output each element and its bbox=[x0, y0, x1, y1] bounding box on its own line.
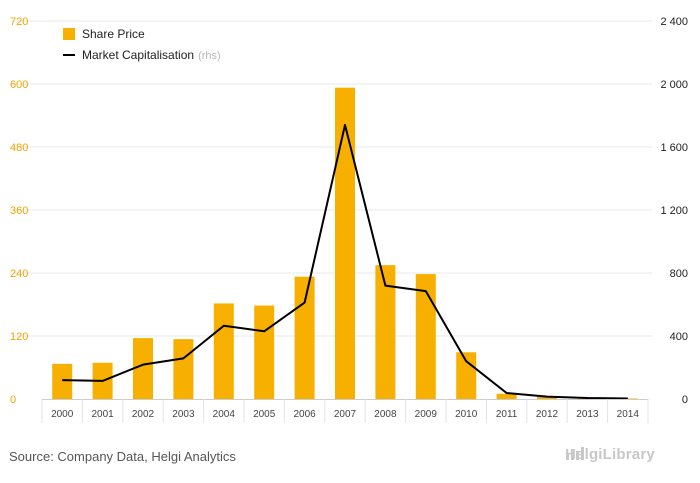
x-tick-label: 2009 bbox=[415, 409, 438, 420]
bar bbox=[375, 265, 396, 399]
market-cap-line bbox=[62, 123, 628, 400]
left-tick-label: 240 bbox=[10, 268, 28, 280]
left-tick-label: 600 bbox=[10, 79, 28, 91]
x-tick-label: 2000 bbox=[51, 409, 74, 420]
x-tick-label: 2006 bbox=[293, 409, 316, 420]
left-tick-label: 360 bbox=[10, 205, 28, 217]
legend: Share Price Market Capitalisation (rhs) bbox=[63, 27, 221, 62]
brand-logo: HelgiLibrary bbox=[565, 446, 655, 463]
x-tick-label: 2014 bbox=[617, 409, 640, 420]
brand-name: HelgiLibrary bbox=[565, 446, 655, 463]
x-tick-label: 2010 bbox=[455, 409, 478, 420]
x-tick-label: 2012 bbox=[536, 409, 559, 420]
bar bbox=[52, 363, 73, 399]
legend-label-share-price: Share Price bbox=[82, 27, 145, 41]
right-tick-label: 800 bbox=[670, 268, 688, 280]
right-tick-label: 2 000 bbox=[660, 79, 688, 91]
x-tick-label: 2003 bbox=[172, 409, 195, 420]
bar bbox=[173, 339, 194, 399]
source-note: Source: Company Data, Helgi Analytics bbox=[9, 449, 236, 464]
line-layer bbox=[62, 123, 628, 400]
bar bbox=[415, 274, 436, 399]
left-tick-label: 480 bbox=[10, 142, 28, 154]
x-tick-label: 2001 bbox=[91, 409, 114, 420]
right-tick-label: 1 600 bbox=[660, 142, 688, 154]
right-tick-label: 400 bbox=[670, 331, 688, 343]
bar-layer bbox=[52, 87, 638, 400]
left-tick-label: 720 bbox=[10, 16, 28, 28]
x-tick-label: 2013 bbox=[576, 409, 599, 420]
x-tick-label: 2007 bbox=[334, 409, 357, 420]
bar bbox=[617, 398, 638, 399]
right-tick-label: 1 200 bbox=[660, 205, 688, 217]
bar bbox=[133, 338, 153, 399]
legend-label-market-cap: Market Capitalisation bbox=[82, 48, 194, 62]
bar-chart-icon bbox=[566, 447, 584, 460]
bar bbox=[254, 305, 275, 399]
x-tick-label: 2008 bbox=[374, 409, 397, 420]
right-tick-label: 2 400 bbox=[660, 16, 688, 28]
bar bbox=[294, 276, 315, 399]
right-tick-label: 0 bbox=[682, 394, 688, 406]
legend-swatch-share-price bbox=[63, 28, 75, 40]
x-tick-label: 2005 bbox=[253, 409, 276, 420]
bar bbox=[335, 87, 355, 400]
legend-rhs-note: (rhs) bbox=[198, 50, 221, 62]
left-tick-label: 120 bbox=[10, 331, 28, 343]
axis-layer: 0 120 240 360 480 600 720 0 400 800 1 200 1 600 2 00… bbox=[10, 16, 688, 423]
grid-layer bbox=[12, 20, 652, 337]
x-tick-label: 2011 bbox=[496, 409, 518, 420]
x-tick-label: 2004 bbox=[213, 409, 236, 420]
left-tick-label: 0 bbox=[10, 394, 16, 406]
x-tick-label: 2002 bbox=[132, 409, 155, 420]
bar bbox=[213, 303, 234, 399]
bar bbox=[537, 396, 557, 399]
bar bbox=[496, 393, 517, 399]
